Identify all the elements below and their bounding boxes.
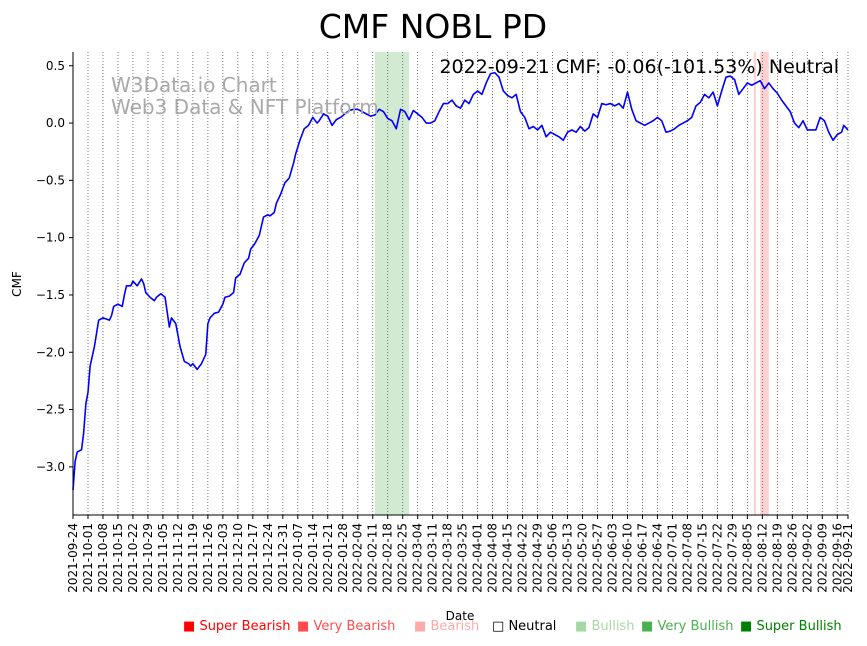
y-tick-label: −1.5 [36,288,65,302]
x-tick-label: 2022-01-28 [336,523,350,593]
x-tick-label: 2021-12-17 [246,523,260,593]
legend-bearish: ■ Bearish [414,619,480,634]
x-tick-label: 2021-12-31 [276,523,290,593]
x-tick-label: 2022-01-21 [321,523,335,593]
legend-very-bullish: ■ Very Bullish [641,619,734,634]
x-tick-label: 2022-07-15 [695,523,709,593]
x-tick-label: 2022-03-25 [456,523,470,593]
legend-neutral: □ Neutral [492,619,557,634]
x-tick-label: 2021-10-01 [81,523,95,593]
x-tick-label: 2022-08-05 [740,523,754,593]
x-tick-label: 2021-12-03 [216,523,230,593]
chart-annotation: 2022-09-21 CMF: -0.06(-101.53%) Neutral [439,56,839,78]
series-group [72,71,849,490]
vertical-grid [72,52,849,515]
x-tick-label: 2022-03-18 [441,523,455,593]
x-tick-label: 2022-05-27 [591,523,605,593]
x-tick-label: 2021-11-12 [171,523,185,593]
x-tick-label: 2022-04-08 [486,523,500,593]
y-tick-label: 0.0 [46,116,65,130]
x-tick-label: 2022-06-24 [650,523,664,593]
y-tick-label: −0.5 [36,173,65,187]
x-tick-label: 2022-02-25 [396,523,410,593]
y-tick-label: −2.0 [36,345,65,359]
x-tick-label: 2022-07-29 [725,523,739,593]
watermark-line-2: Web3 Data & NFT Platform [111,95,379,119]
legend-super-bullish: ■ Super Bullish [740,619,842,634]
x-tick-label: 2022-01-14 [306,523,320,593]
cmf-series-line [72,71,849,490]
x-tick-label: 2022-09-09 [815,523,829,593]
x-tick-label: 2022-04-29 [531,523,545,593]
legend-bullish: ■ Bullish [575,619,635,634]
x-tick-label: 2022-08-26 [785,523,799,593]
y-tick-label: 0.5 [46,59,65,73]
chart-title: CMF NOBL PD [319,7,547,46]
x-tick-label: 2022-04-01 [471,523,485,593]
y-axis-label: CMF [10,271,24,297]
x-tick-label: 2022-02-18 [381,523,395,593]
legend: ■ Super Bearish ■ Very Bearish ■ Bearish… [0,619,867,639]
x-tick-label: 2022-06-03 [606,523,620,593]
x-tick-label: 2021-12-24 [261,523,275,593]
x-tick-label: 2022-07-22 [710,523,724,593]
x-tick-label: 2022-05-13 [561,523,575,593]
watermark-line-1: W3Data.io Chart [111,73,277,97]
x-tick-label: 2021-11-05 [156,523,170,593]
x-tick-label: 2022-08-19 [770,523,784,593]
x-tick-label: 2022-03-11 [426,523,440,593]
x-tick-label: 2021-10-08 [96,523,110,593]
x-tick-label: 2021-10-15 [111,523,125,593]
highlight-bands [374,52,769,515]
x-tick-label: 2021-09-24 [66,523,80,593]
x-tick-label: 2022-09-16 [830,523,844,593]
y-tick-label: −3.0 [36,460,65,474]
y-tick-label: −2.5 [36,403,65,417]
highlight-band-0 [374,52,410,515]
x-tick-label: 2021-11-19 [186,523,200,593]
legend-very-bearish: ■ Very Bearish [297,619,396,634]
x-tick-label: 2022-09-02 [800,523,814,593]
highlight-band-1 [753,52,756,515]
x-tick-label: 2022-05-06 [546,523,560,593]
x-tick-label: 2021-11-26 [201,523,215,593]
x-tick-label: 2022-01-07 [291,523,305,593]
y-ticks: 0.5 0.0 −0.5 −1.0 −1.5 −2.0 −2.5 −3.0 [36,59,73,474]
x-tick-label: 2022-02-04 [351,523,365,593]
x-tick-label: 2022-07-01 [665,523,679,593]
axes [72,52,848,516]
x-tick-label: 2022-06-10 [620,523,634,593]
x-axis-label: Date [446,609,475,623]
x-tick-label: 2022-06-17 [635,523,649,593]
x-tick-label: 2022-08-12 [755,523,769,593]
x-tick-label: 2021-10-22 [126,523,140,593]
x-tick-label: 2021-12-10 [231,523,245,593]
legend-super-bearish: ■ Super Bearish [183,619,291,634]
x-tick-label: 2022-05-20 [576,523,590,593]
x-tick-label: 2022-03-04 [411,523,425,593]
x-tick-label: 2021-10-29 [141,523,155,593]
x-ticks: 2021-09-24 2021-10-01 2021-10-08 2021-10-15… [66,515,855,593]
x-tick-label: 2022-07-08 [680,523,694,593]
x-tick-label: 2022-02-11 [366,523,380,593]
x-tick-label: 2022-09-21 [841,523,855,593]
highlight-band-2 [760,52,769,515]
y-tick-label: −1.0 [36,231,65,245]
x-tick-label: 2022-04-22 [516,523,530,593]
x-tick-label: 2022-04-15 [501,523,515,593]
